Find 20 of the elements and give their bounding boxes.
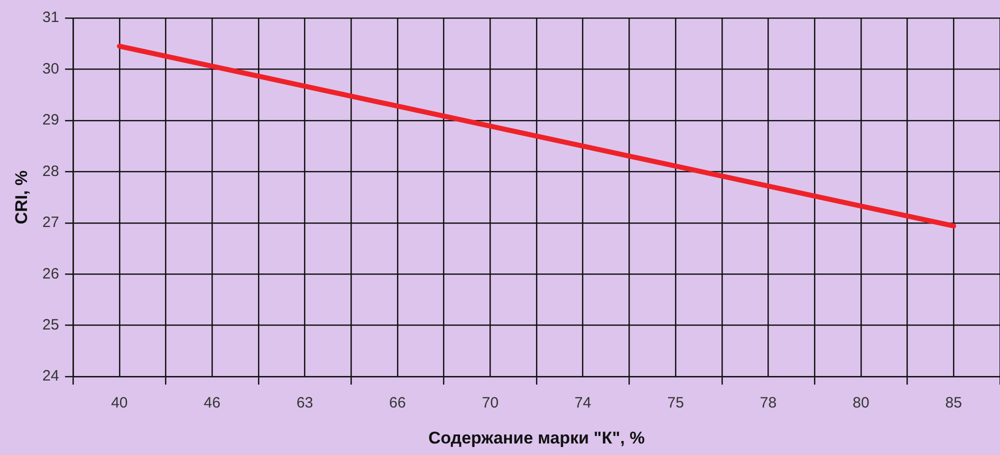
x-tick-label: 78 (760, 394, 777, 412)
x-tick-label: 40 (111, 394, 128, 412)
x-tick-label: 46 (204, 394, 220, 412)
y-tick-label: 26 (42, 265, 60, 282)
x-tick-label: 66 (389, 394, 406, 412)
x-tick-label: 74 (574, 394, 592, 412)
y-tick-label: 25 (42, 316, 60, 334)
y-tick-label: 27 (42, 214, 60, 232)
x-tick-label: 75 (667, 394, 684, 412)
y-tick-label: 24 (42, 368, 60, 385)
x-tick-label: 63 (296, 394, 314, 412)
x-tick-label: 85 (945, 394, 962, 412)
x-tick-label: 70 (482, 394, 499, 412)
y-axis-title: CRI, % (12, 170, 31, 224)
y-tick-label: 31 (42, 9, 60, 26)
y-tick-label: 29 (42, 112, 60, 129)
x-axis-title: Содержание марки "К", % (428, 428, 645, 448)
x-tick-label: 80 (852, 394, 870, 412)
y-tick-label: 30 (42, 60, 60, 78)
y-tick-label: 28 (42, 162, 60, 180)
